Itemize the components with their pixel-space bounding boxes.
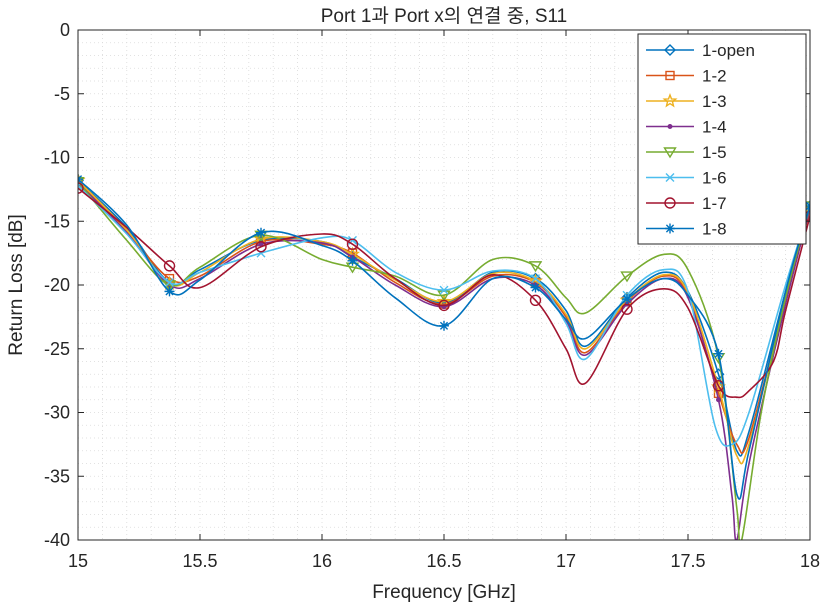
legend-entry: 1-5 — [646, 143, 727, 162]
y-tick-label: -20 — [44, 275, 70, 295]
data-point-marker — [620, 271, 634, 283]
legend-entry: 1-6 — [646, 169, 727, 188]
y-tick-label: -40 — [44, 530, 70, 550]
legend-marker — [663, 147, 677, 159]
data-point-marker — [437, 290, 451, 302]
legend-entry: 1-3 — [646, 92, 727, 111]
x-tick-label: 16.5 — [426, 551, 461, 571]
y-tick-label: -35 — [44, 466, 70, 486]
y-tick-label: -15 — [44, 211, 70, 231]
data-point-marker — [256, 227, 266, 238]
x-tick-label: 18 — [800, 551, 820, 571]
data-point-marker — [165, 277, 174, 287]
legend-entry: 1-open — [646, 41, 755, 60]
data-point-marker — [528, 261, 543, 273]
legend-label: 1-7 — [702, 194, 727, 213]
legend-marker — [665, 70, 675, 81]
legend-marker — [665, 173, 675, 182]
legend-label: 1-4 — [702, 118, 727, 137]
data-point-marker — [255, 241, 267, 253]
data-point-marker — [530, 282, 541, 293]
series-line — [78, 184, 810, 447]
data-point-marker — [438, 299, 450, 312]
series-layer — [78, 172, 810, 540]
y-tick-label: -25 — [44, 339, 70, 359]
legend-label: 1-5 — [702, 143, 727, 162]
legend-box — [637, 33, 807, 245]
x-tick-label: 15 — [68, 551, 88, 571]
legend-marker — [667, 124, 673, 129]
data-point-marker — [621, 303, 633, 315]
data-point-marker — [78, 182, 84, 194]
series-1-8 — [78, 174, 810, 500]
legend-label: 1-open — [702, 41, 755, 60]
y-tick-label: -10 — [44, 148, 70, 168]
legend-label: 1-2 — [702, 67, 727, 86]
x-axis-title: Frequency [GHz] — [372, 582, 516, 603]
legend: 1-open 1-2 1-3 1-4 1-5 1-6 1-7 1-8 — [637, 33, 807, 245]
y-tick-label: -30 — [44, 403, 70, 423]
data-point-marker — [439, 285, 449, 295]
x-tick-label: 17.5 — [670, 551, 705, 571]
series-line — [78, 187, 810, 399]
y-tick-label: 0 — [60, 20, 70, 40]
data-point-marker — [347, 255, 358, 266]
x-tick-label: 15.5 — [182, 551, 217, 571]
legend-entry: 1-8 — [646, 220, 727, 239]
legend-label: 1-3 — [702, 92, 727, 111]
y-axis-title: Return Loss [dB] — [6, 214, 27, 356]
legend-marker — [662, 93, 678, 108]
chart-title: Port 1과 Port x의 연결 중, S11 — [321, 5, 568, 27]
legend-marker — [664, 44, 676, 56]
legend-label: 1-8 — [702, 220, 727, 239]
data-point-marker — [713, 348, 724, 359]
x-tick-label: 17 — [556, 551, 576, 571]
data-point-marker — [346, 238, 359, 250]
data-point-marker — [716, 397, 721, 403]
x-tick-label: 16 — [312, 551, 332, 571]
legend-label: 1-6 — [702, 169, 727, 188]
data-point-marker — [78, 181, 83, 191]
legend-marker — [665, 223, 675, 234]
data-point-marker — [439, 320, 449, 331]
y-tick-label: -5 — [54, 84, 70, 104]
data-point-marker — [529, 294, 542, 306]
legend-entry: 1-2 — [646, 67, 727, 86]
series-line — [78, 178, 810, 500]
data-point-marker — [163, 260, 176, 272]
legend-entry: 1-4 — [646, 118, 727, 137]
axis-ticks: 15 15.5 16 16.5 17 17.5 18 0 -5 -10 -15 -20 -25 -30 -3… — [44, 20, 820, 571]
data-point-marker — [622, 294, 632, 305]
data-point-marker — [164, 286, 175, 297]
series-line — [78, 179, 810, 457]
legend-entry: 1-7 — [646, 194, 727, 213]
legend-marker — [664, 197, 676, 209]
data-point-marker — [531, 274, 540, 284]
